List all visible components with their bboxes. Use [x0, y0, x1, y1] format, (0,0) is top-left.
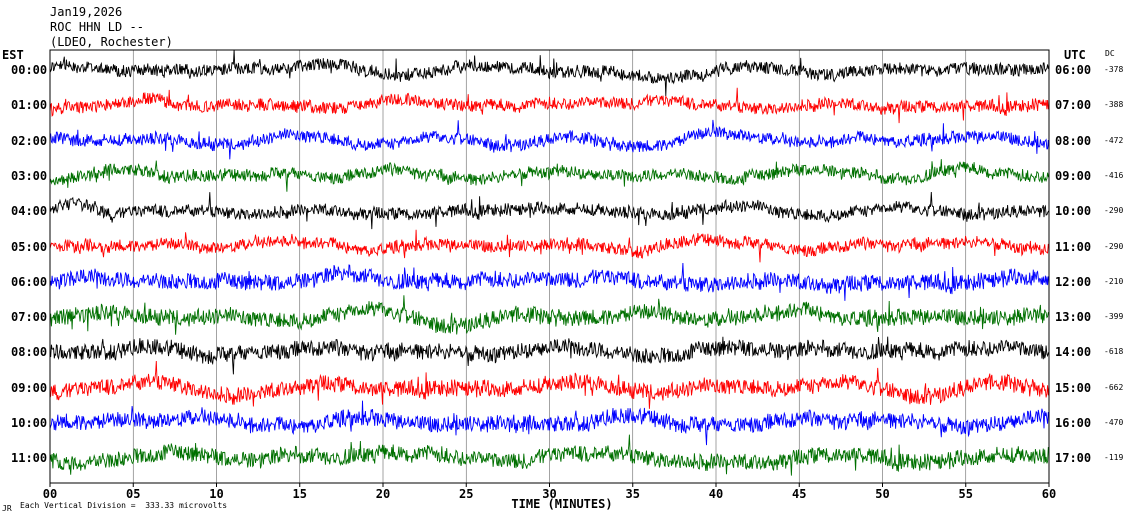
- x-tick-label: 10: [209, 487, 223, 501]
- utc-label: 12:00: [1055, 274, 1092, 289]
- utc-label: 14:00: [1055, 345, 1092, 360]
- x-tick-label: 15: [293, 487, 307, 501]
- est-label: 07:00: [11, 310, 48, 325]
- corner-mark: JR: [2, 504, 12, 513]
- dc-value: -618: [1104, 347, 1124, 357]
- dc-value: -290: [1104, 206, 1124, 216]
- right-axis-title: UTC: [1064, 48, 1086, 62]
- est-label: 00:00: [11, 63, 48, 77]
- dc-value: -399: [1104, 312, 1124, 322]
- est-label: 05:00: [11, 239, 48, 254]
- utc-label: 06:00: [1055, 63, 1092, 77]
- x-tick-label: 35: [626, 487, 640, 501]
- est-label: 06:00: [11, 274, 48, 289]
- x-tick-label: 40: [709, 487, 723, 501]
- utc-label: 13:00: [1055, 310, 1092, 325]
- trace-row-0200: [49, 119, 1050, 160]
- trace-row-0400: [49, 191, 1050, 230]
- est-label: 01:00: [11, 98, 48, 113]
- dc-value: -119: [1104, 453, 1124, 463]
- est-label: 04:00: [11, 204, 48, 219]
- est-label: 09:00: [11, 380, 48, 395]
- utc-label: 16:00: [1055, 416, 1092, 430]
- x-tick-label: 50: [875, 487, 889, 501]
- trace-row-0800: [49, 336, 1050, 375]
- scale-note: Each Vertical Division = 333.33 microvol…: [20, 501, 228, 510]
- utc-label: 08:00: [1055, 133, 1092, 148]
- utc-label: 15:00: [1055, 380, 1092, 395]
- left-axis-title: EST: [2, 48, 24, 62]
- utc-label: 07:00: [1055, 98, 1092, 113]
- dc-title: DC: [1105, 49, 1115, 58]
- header-date: Jan19,2026: [50, 5, 123, 19]
- dc-value: -416: [1104, 170, 1124, 180]
- utc-label: 11:00: [1055, 239, 1092, 254]
- x-tick-label: 45: [792, 487, 806, 501]
- x-tick-label: 55: [959, 487, 973, 501]
- trace-row-0300: [49, 159, 1050, 192]
- est-label: 11:00: [11, 451, 48, 466]
- x-tick-label: 60: [1042, 487, 1056, 501]
- dc-value: -662: [1104, 382, 1124, 392]
- est-label: 03:00: [11, 168, 48, 183]
- trace-row-0600: [49, 262, 1050, 301]
- x-tick-label: 00: [43, 487, 57, 501]
- trace-row-0700: [49, 295, 1050, 335]
- trace-row-0000: [49, 49, 1050, 97]
- dc-value: -470: [1104, 418, 1124, 427]
- trace-row-0100: [49, 87, 1050, 124]
- dc-value: -290: [1104, 241, 1124, 251]
- dc-value: -388: [1104, 100, 1124, 110]
- x-tick-label: 20: [376, 487, 390, 501]
- trace-row-1000: [49, 400, 1050, 446]
- dc-value: -210: [1104, 276, 1124, 286]
- utc-label: 09:00: [1055, 168, 1092, 183]
- header-station: ROC HHN LD --: [50, 20, 144, 34]
- trace-row-1100: [49, 434, 1050, 476]
- trace-row-0500: [49, 229, 1050, 263]
- x-tick-label: 25: [459, 487, 473, 501]
- seismic-traces: [49, 49, 1050, 476]
- x-tick-label: 05: [126, 487, 140, 501]
- est-label: 02:00: [11, 133, 48, 148]
- x-axis-tick-labels: 00 05 10 15 20 25 30 35 40 45 50 55 60: [43, 487, 1056, 501]
- utc-label: 10:00: [1055, 204, 1092, 219]
- est-label: 08:00: [11, 345, 48, 360]
- header-network: (LDEO, Rochester): [50, 35, 173, 49]
- x-tick-label: 30: [542, 487, 556, 501]
- x-axis-ticks: [49, 483, 1050, 487]
- dc-value: -378: [1104, 65, 1124, 74]
- dc-value: -472: [1104, 135, 1124, 145]
- est-label: 10:00: [11, 416, 48, 430]
- trace-row-0900: [49, 360, 1050, 409]
- utc-label: 17:00: [1055, 451, 1092, 466]
- x-axis-label: TIME (MINUTES): [511, 497, 612, 511]
